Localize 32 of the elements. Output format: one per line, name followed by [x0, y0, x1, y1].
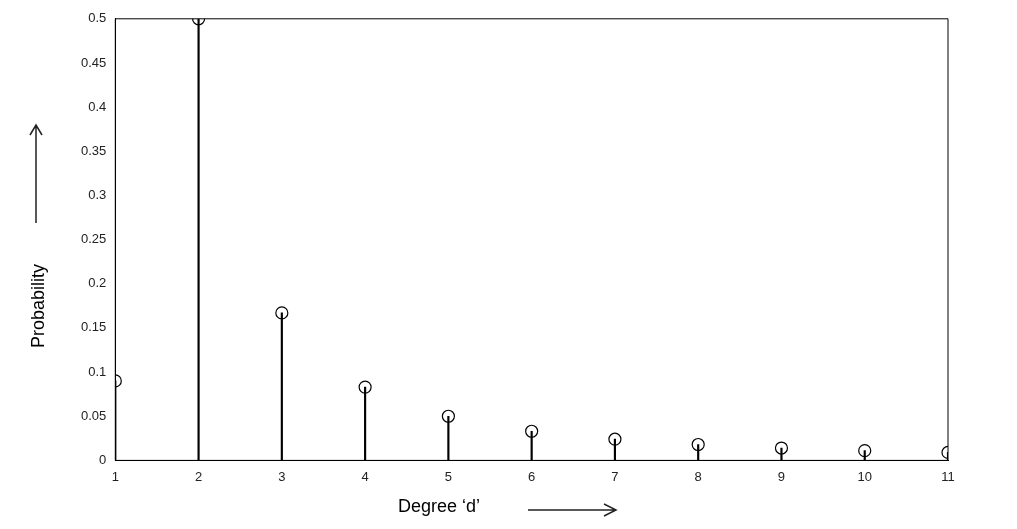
x-tick-label: 3	[278, 468, 286, 484]
x-tick-label: 9	[777, 468, 786, 484]
x-tick-label: 6	[528, 468, 536, 484]
x-tick-label: 7	[611, 468, 619, 484]
point	[358, 380, 372, 394]
point	[774, 441, 789, 455]
x-tick-label: 5	[444, 468, 452, 484]
y-tick-label: 0.4	[88, 98, 107, 114]
point	[275, 306, 289, 320]
y-tick-label: 0.25	[80, 231, 107, 247]
x-tick-label: 11	[941, 468, 955, 484]
x-tick-label: 10	[857, 468, 872, 484]
point	[691, 437, 705, 452]
y-tick-label: 0.15	[80, 319, 107, 335]
y-tick-label: 0.35	[80, 142, 107, 158]
y-tick-label: 0.2	[88, 275, 107, 291]
y-tick-label: 0.45	[80, 54, 107, 70]
y-tick-label: 0.3	[88, 187, 107, 203]
x-tick-label: 2	[194, 468, 203, 484]
point	[441, 409, 455, 423]
point	[608, 432, 622, 446]
x-tick-label: 1	[111, 468, 119, 484]
point	[858, 444, 872, 458]
y-tick-label: 0.1	[88, 363, 107, 379]
y-tick-label: 0.05	[80, 407, 107, 423]
y-tick-label: 0	[99, 451, 107, 467]
x-tick-label: 4	[361, 468, 369, 484]
y-tick-label: 0.5	[88, 10, 107, 26]
y-axis-title: Probability	[28, 263, 49, 348]
x-axis-title: Degree ‘d’	[398, 496, 481, 517]
x-tick-label: 8	[694, 468, 702, 484]
point	[525, 424, 539, 438]
